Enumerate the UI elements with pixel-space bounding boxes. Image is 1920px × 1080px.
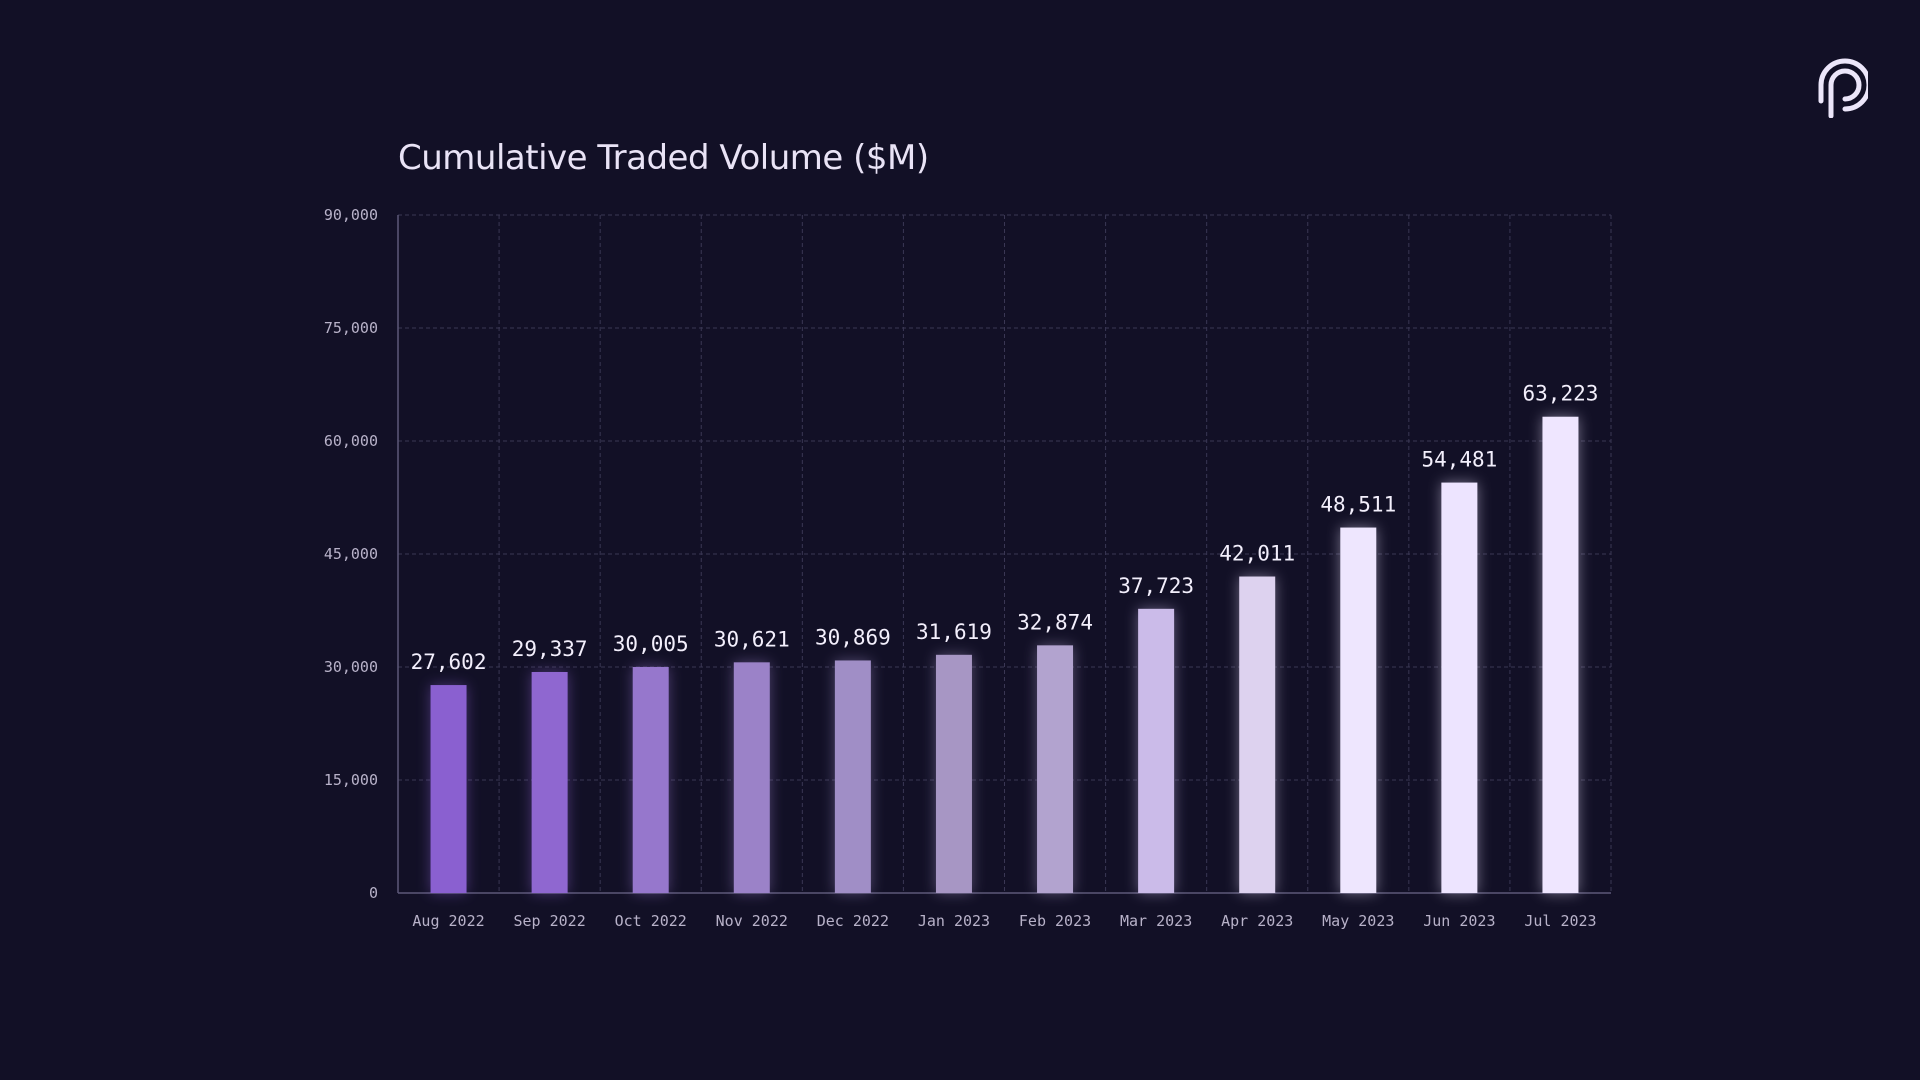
- x-tick-label: Jun 2023: [1423, 912, 1495, 930]
- x-tick-label: Dec 2022: [817, 912, 889, 930]
- data-label: 42,011: [1219, 542, 1295, 566]
- y-tick-label: 90,000: [324, 206, 378, 224]
- bar: [430, 685, 467, 893]
- x-tick-label: Mar 2023: [1120, 912, 1192, 930]
- x-tick-label: Sep 2022: [514, 912, 586, 930]
- x-tick-label: Nov 2022: [716, 912, 788, 930]
- y-tick-label: 45,000: [324, 545, 378, 563]
- y-tick-label: 30,000: [324, 658, 378, 676]
- chart-title: Cumulative Traded Volume ($M): [398, 138, 929, 178]
- data-label: 30,621: [714, 627, 790, 651]
- grid-lines: [398, 214, 1612, 894]
- y-tick-label: 0: [369, 884, 378, 902]
- pyth-logo-icon: [1818, 58, 1868, 118]
- bar: [834, 660, 871, 893]
- data-label: 54,481: [1421, 448, 1497, 472]
- x-tick-label: Apr 2023: [1221, 912, 1293, 930]
- bar: [1441, 482, 1478, 893]
- data-label: 30,869: [815, 625, 891, 649]
- x-tick-label: Feb 2023: [1019, 912, 1091, 930]
- data-label: 30,005: [613, 632, 689, 656]
- y-tick-label: 15,000: [324, 771, 378, 789]
- bar: [1239, 576, 1276, 893]
- x-tick-label: Jul 2023: [1524, 912, 1596, 930]
- data-label: 32,874: [1017, 610, 1093, 634]
- bar: [632, 666, 669, 893]
- x-tick-label: Oct 2022: [615, 912, 687, 930]
- bar: [1037, 645, 1074, 893]
- y-tick-label: 60,000: [324, 432, 378, 450]
- x-tick-label: Jan 2023: [918, 912, 990, 930]
- data-label: 48,511: [1320, 493, 1396, 517]
- x-tick-label: Aug 2022: [412, 912, 484, 930]
- bar: [1138, 608, 1175, 893]
- bar: [1340, 527, 1377, 893]
- bar: [531, 671, 568, 893]
- data-label: 31,619: [916, 620, 992, 644]
- bar: [733, 662, 770, 893]
- y-tick-label: 75,000: [324, 319, 378, 337]
- data-label: 37,723: [1118, 574, 1194, 598]
- data-label: 63,223: [1523, 382, 1599, 406]
- bar: [1542, 416, 1579, 893]
- x-tick-label: May 2023: [1322, 912, 1394, 930]
- data-label: 29,337: [512, 637, 588, 661]
- data-label: 27,602: [411, 650, 487, 674]
- bar: [935, 654, 972, 893]
